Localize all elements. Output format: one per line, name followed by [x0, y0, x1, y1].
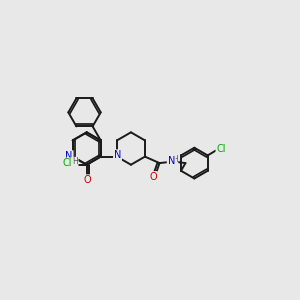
Text: H: H: [172, 154, 178, 164]
Text: O: O: [149, 172, 157, 182]
Text: O: O: [83, 175, 91, 185]
Text: N: N: [168, 156, 175, 166]
Text: H: H: [72, 158, 78, 166]
Text: N: N: [65, 151, 73, 161]
Text: N: N: [114, 150, 121, 160]
Text: Cl: Cl: [63, 158, 72, 168]
Text: Cl: Cl: [216, 144, 226, 154]
